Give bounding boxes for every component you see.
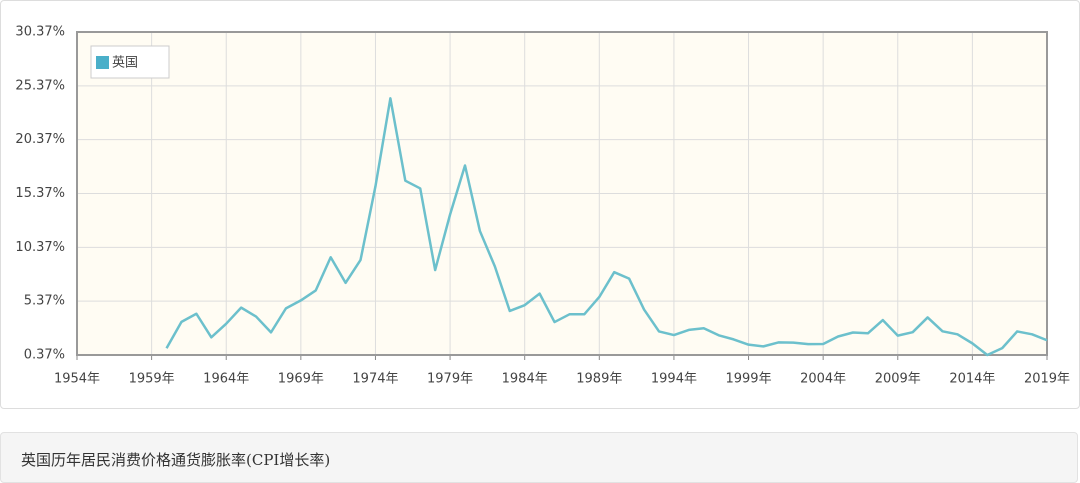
y-tick-label: 25.37% [15, 78, 65, 93]
y-tick-label: 0.37% [24, 348, 65, 363]
x-tick-label: 1954年 [54, 372, 100, 387]
y-tick-label: 5.37% [24, 294, 65, 309]
plot-border [76, 31, 1048, 356]
y-tick-label: 20.37% [15, 132, 65, 147]
x-tick-label: 1964年 [203, 372, 249, 387]
x-tick-label: 1994年 [651, 372, 697, 387]
x-tick-label: 1989年 [576, 372, 622, 387]
x-tick-label: 2014年 [949, 372, 995, 387]
x-tick-label: 1969年 [278, 372, 324, 387]
y-tick-label: 30.37% [15, 25, 65, 40]
chart-caption: 英国历年居民消费价格通货膨胀率(CPI增长率) [0, 432, 1078, 483]
legend-label: 英国 [112, 56, 138, 71]
x-tick-label: 2004年 [800, 372, 846, 387]
x-tick-label: 1999年 [725, 372, 771, 387]
x-tick-label: 1979年 [427, 372, 473, 387]
x-tick-label: 2019年 [1024, 372, 1070, 387]
y-tick-label: 15.37% [15, 186, 65, 201]
series-line [165, 97, 1048, 357]
x-tick-label: 1984年 [502, 372, 548, 387]
chart: 0.37% 5.37% 10.37% 15.37% 20.37% 25.37% 30.37%… [15, 25, 1070, 387]
legend-swatch [96, 56, 109, 69]
x-tick-label: 2009年 [875, 372, 921, 387]
x-tick-label: 1959年 [129, 372, 175, 387]
x-tick-label: 1974年 [352, 372, 398, 387]
y-tick-label: 10.37% [15, 240, 65, 255]
